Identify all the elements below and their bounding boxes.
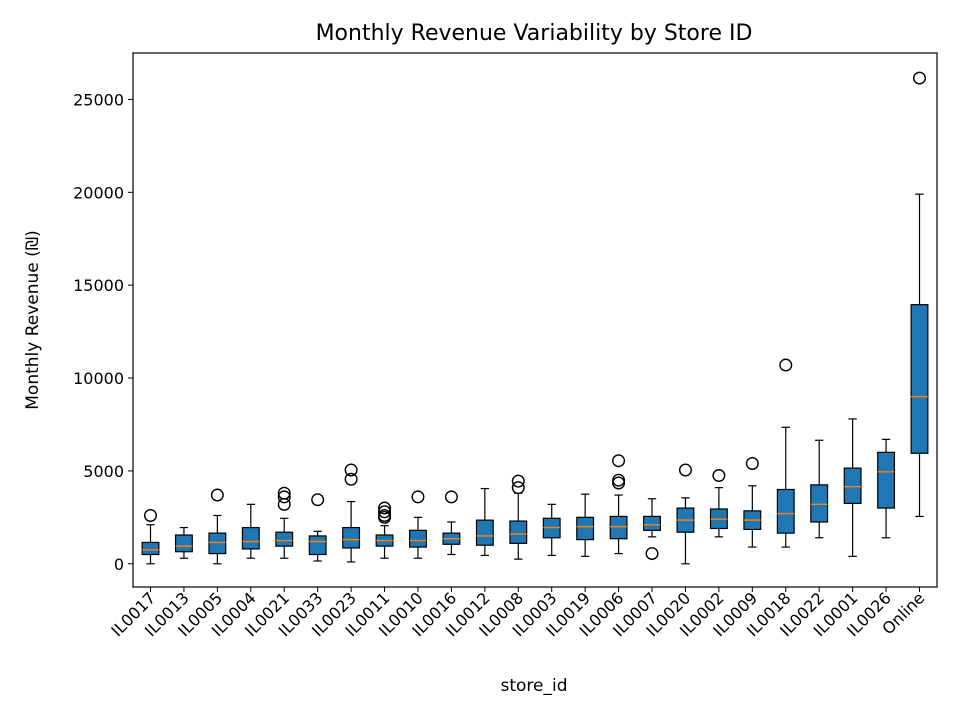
box <box>409 529 427 548</box>
box <box>609 515 628 540</box>
box <box>643 515 661 531</box>
y-axis-label: Monthly Revenue (₪) <box>23 230 43 410</box>
outlier-point <box>277 486 291 500</box>
outlier-point <box>143 508 157 522</box>
box <box>810 484 829 523</box>
box <box>910 304 929 454</box>
outlier-point <box>511 474 525 488</box>
box <box>241 526 260 550</box>
box <box>475 519 494 546</box>
box <box>275 531 294 547</box>
outlier-point <box>612 454 626 468</box>
outlier-point <box>745 456 759 470</box>
box <box>509 520 528 544</box>
outlier-point <box>378 508 392 522</box>
outlier-point <box>344 463 358 477</box>
x-axis-label: store_id <box>500 676 567 696</box>
outlier-point <box>277 490 291 504</box>
y-tick-label: 15000 <box>73 276 124 295</box>
box <box>342 526 361 549</box>
y-tick-label: 0 <box>114 555 124 574</box>
box <box>174 534 193 553</box>
outlier-point <box>344 472 358 486</box>
outlier-point <box>612 473 626 487</box>
box <box>843 467 862 505</box>
outlier-point <box>511 481 525 495</box>
box <box>141 541 160 556</box>
box <box>308 535 327 556</box>
outlier-point <box>311 493 325 507</box>
outlier-point <box>678 463 692 477</box>
y-tick-label: 10000 <box>73 369 124 388</box>
y-tick-label: 5000 <box>83 462 124 481</box>
outlier-point <box>913 71 927 85</box>
outlier-point <box>378 505 392 519</box>
y-tick-label: 25000 <box>73 90 124 109</box>
chart-title: Monthly Revenue Variability by Store ID <box>316 21 753 46</box>
axes-frame <box>132 52 938 588</box>
box <box>576 516 595 541</box>
box <box>208 532 227 555</box>
outlier-point <box>210 488 224 502</box>
outlier-point <box>444 490 458 504</box>
outlier-point <box>779 358 793 372</box>
box <box>776 488 795 534</box>
box <box>877 451 896 509</box>
outlier-point <box>411 490 425 504</box>
y-tick-label: 20000 <box>73 183 124 202</box>
outlier-point <box>378 501 392 515</box>
outlier-point <box>645 547 659 561</box>
outlier-point <box>712 469 726 483</box>
